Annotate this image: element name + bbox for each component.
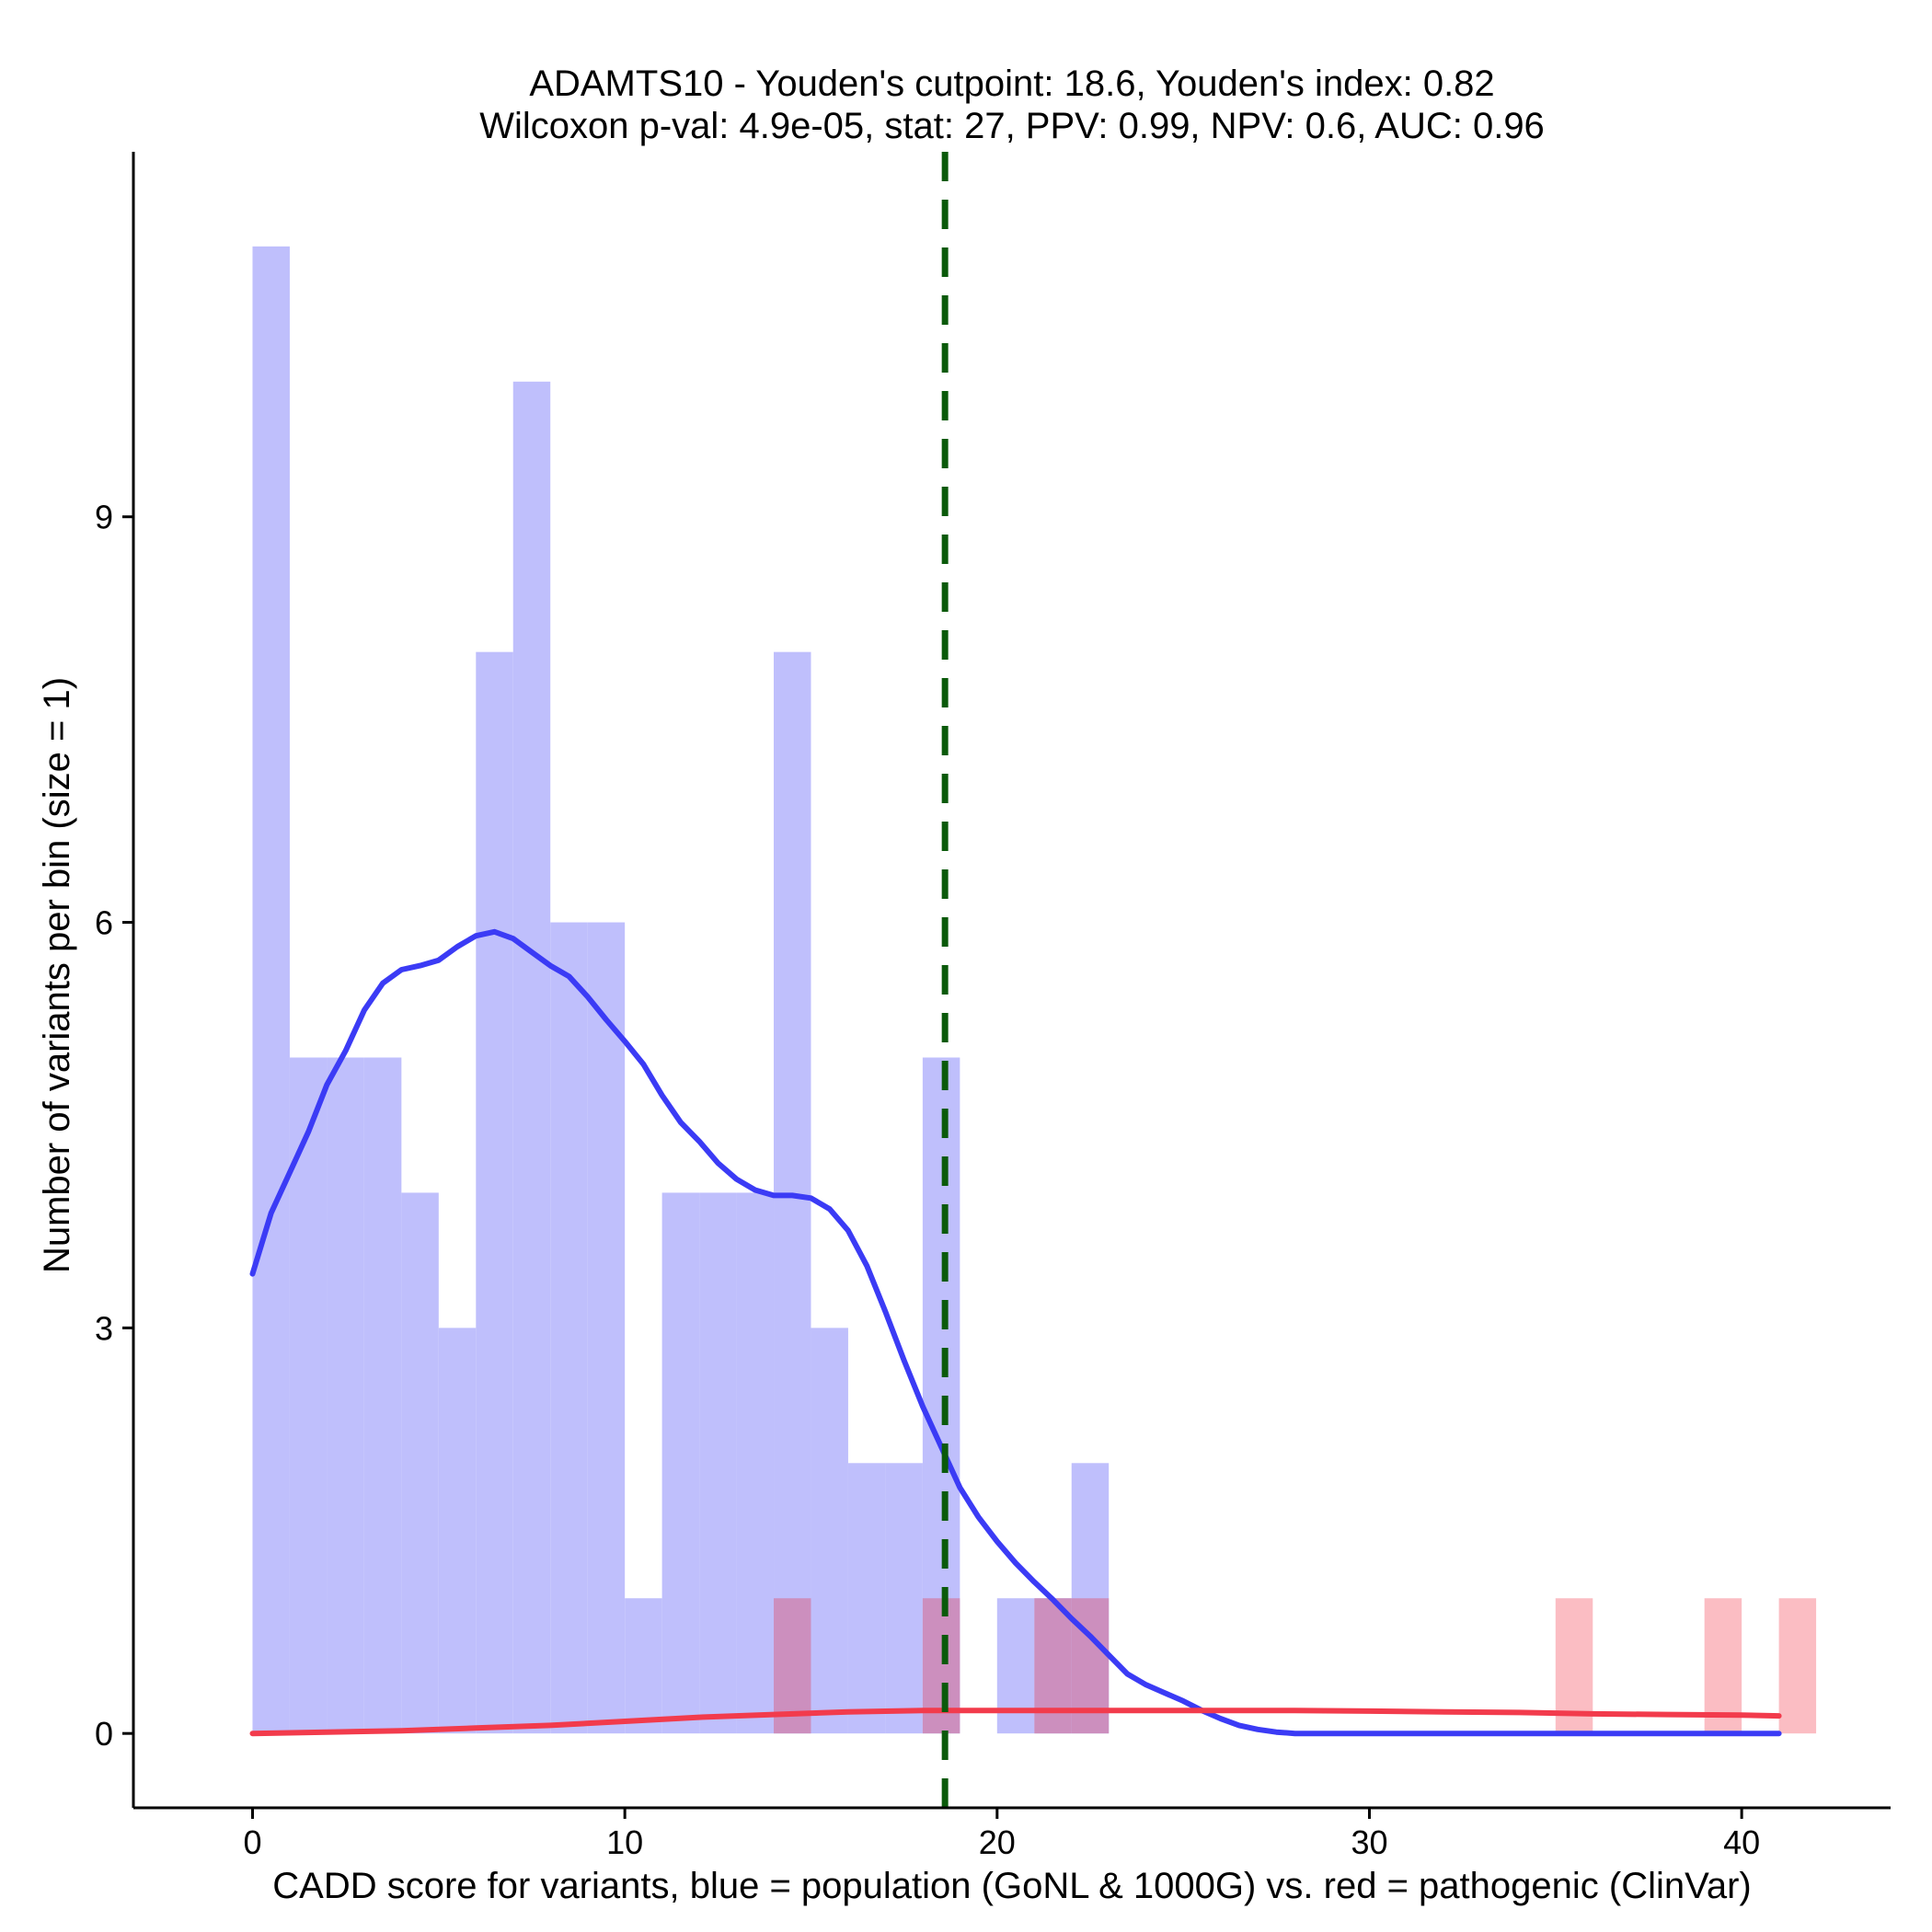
axes [132, 152, 1891, 1810]
x-tick-label: 0 [243, 1823, 261, 1861]
population-bar [289, 1057, 328, 1734]
y-tick-label: 9 [95, 499, 113, 536]
y-axis-label: Number of variants per bin (size = 1) [37, 677, 77, 1273]
population-bar [512, 381, 551, 1734]
pathogenic-bar [1778, 1598, 1817, 1734]
population-bar [363, 1057, 402, 1734]
population-bar [550, 922, 588, 1734]
population-bar [885, 1463, 923, 1734]
y-tick-label: 6 [95, 904, 113, 942]
y-ticks: 0 3 6 9 [95, 499, 133, 1753]
population-bar [252, 246, 290, 1734]
y-tick-label: 3 [95, 1309, 113, 1347]
pathogenic-bar [1704, 1598, 1742, 1734]
density-curves [249, 928, 1782, 1737]
population-bar [736, 1192, 775, 1734]
chart-title-line2: Wilcoxon p-val: 4.9e-05, stat: 27, PPV: … [479, 106, 1545, 146]
population-bar [401, 1192, 439, 1734]
population-bars [252, 246, 1110, 1734]
population-bar [438, 1328, 477, 1734]
pathogenic-density-line [249, 1708, 1782, 1737]
x-tick-label: 40 [1723, 1823, 1760, 1861]
x-tick-label: 10 [606, 1823, 643, 1861]
chart-title-line1: ADAMTS10 - Youden's cutpoint: 18.6, Youd… [529, 63, 1494, 104]
population-bar [811, 1328, 848, 1734]
x-tick-label: 30 [1351, 1823, 1387, 1861]
y-tick-label: 0 [95, 1715, 113, 1753]
population-density-line [249, 928, 1782, 1737]
population-bar [327, 1057, 364, 1734]
population-bar [587, 922, 626, 1734]
x-tick-label: 20 [979, 1823, 1016, 1861]
x-axis-label: CADD score for variants, blue = populati… [272, 1866, 1751, 1906]
population-bar [476, 651, 513, 1734]
population-bar [625, 1598, 662, 1734]
population-bar [661, 1192, 700, 1734]
population-bar [699, 1192, 737, 1734]
x-ticks: 0 10 20 30 40 [243, 1808, 1760, 1861]
population-bar [847, 1463, 886, 1734]
